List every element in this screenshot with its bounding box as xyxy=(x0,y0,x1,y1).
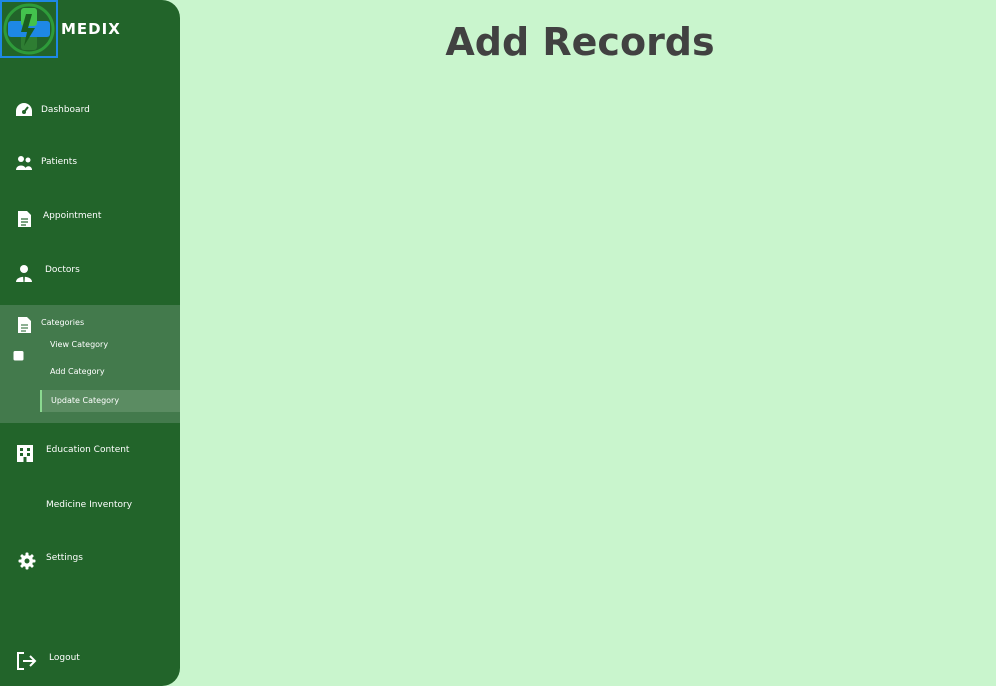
sidebar-item-label: Categories xyxy=(41,318,85,327)
document-icon xyxy=(18,317,31,333)
categories-group: Categories View Category Add Category Up… xyxy=(0,305,180,423)
users-icon xyxy=(16,156,32,170)
sidebar-item-label: Logout xyxy=(49,653,80,663)
sidebar: MEDIX Dashboard Patients Appointment xyxy=(0,0,180,686)
sub-item-label: View Category xyxy=(50,340,109,349)
sub-item-view-category[interactable]: View Category xyxy=(41,334,180,356)
doctor-icon xyxy=(16,265,32,282)
sidebar-item-label: Medicine Inventory xyxy=(46,500,133,510)
sidebar-item-doctors[interactable]: Doctors xyxy=(0,261,180,285)
gear-icon xyxy=(18,552,36,570)
sidebar-item-categories[interactable]: Categories xyxy=(0,315,180,339)
document-icon xyxy=(18,211,31,227)
folder-icon xyxy=(13,351,24,361)
sub-item-label: Update Category xyxy=(51,396,120,405)
sidebar-item-label: Dashboard xyxy=(41,105,90,115)
sidebar-item-settings[interactable]: Settings xyxy=(0,549,180,573)
sidebar-item-dashboard[interactable]: Dashboard xyxy=(0,100,180,124)
sidebar-item-label: Doctors xyxy=(45,265,80,275)
sidebar-item-medicine-inventory[interactable]: Medicine Inventory xyxy=(0,495,180,519)
sub-item-update-category[interactable]: Update Category xyxy=(40,390,180,412)
dashboard-gauge-icon xyxy=(16,103,32,116)
sidebar-item-label: Education Content xyxy=(46,445,130,455)
sub-item-add-category[interactable]: Add Category xyxy=(41,361,180,383)
page-title: Add Records xyxy=(445,20,715,64)
logo-box[interactable] xyxy=(0,0,58,58)
sidebar-item-label: Settings xyxy=(46,553,83,563)
sidebar-item-label: Patients xyxy=(41,157,78,167)
sidebar-item-label: Appointment xyxy=(43,211,102,221)
sub-item-label: Add Category xyxy=(50,367,105,376)
sidebar-item-appointment[interactable]: Appointment xyxy=(0,206,180,230)
sidebar-item-education-content[interactable]: Education Content xyxy=(0,441,180,465)
building-icon xyxy=(17,445,33,462)
sidebar-item-patients[interactable]: Patients xyxy=(0,152,180,176)
logout-icon xyxy=(17,652,37,670)
brand-name: MEDIX xyxy=(61,20,121,38)
medix-logo-icon xyxy=(3,3,55,55)
sidebar-item-logout[interactable]: Logout xyxy=(0,648,180,672)
